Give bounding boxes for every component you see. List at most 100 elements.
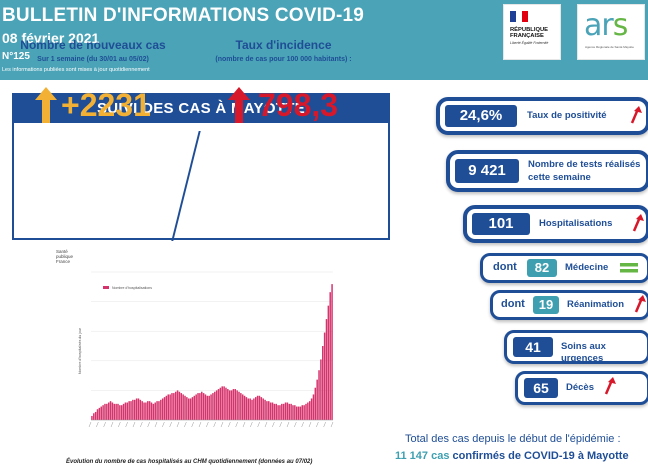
chart-bar	[232, 389, 235, 420]
chart-bar	[96, 409, 99, 420]
update-note: Les informations publiées sont mises à j…	[2, 67, 150, 73]
chart-bar	[193, 395, 196, 420]
reanimation-label: Réanimation	[567, 299, 625, 310]
sante-publique-france-logo: Santé publique France	[56, 249, 73, 264]
chart-bar	[187, 398, 190, 420]
chart-bar	[279, 405, 281, 420]
ars-word-a: ar	[584, 8, 614, 43]
x-tick	[118, 421, 121, 428]
chart-bar	[215, 390, 218, 420]
chart-svg: Nombre d'hospitalisations Nombre d'hospi…	[78, 271, 334, 428]
chart-bar	[91, 415, 93, 420]
arrow-up-icon	[630, 106, 642, 124]
chart-bar	[286, 402, 289, 420]
x-tick	[147, 421, 150, 428]
chart-bar	[169, 394, 171, 420]
chart-bar	[249, 398, 251, 420]
x-tick	[257, 421, 260, 428]
tests-label-1: Nombre de tests réalisés	[528, 159, 641, 170]
deces-card: 65 Décès	[515, 371, 648, 405]
chart-bar	[284, 402, 287, 420]
x-tick	[110, 421, 114, 428]
summary-divider	[171, 131, 201, 241]
bulletin-date: 08 février 2021	[2, 30, 100, 46]
chart-bar	[204, 394, 207, 420]
total-cases-line2: 11 147 cas confirmés de COVID-19 à Mayot…	[395, 450, 629, 462]
hospitalisations-label: Hospitalisations	[539, 218, 613, 229]
chart-bar	[275, 403, 277, 420]
chart-bar	[98, 407, 101, 420]
chart-bar	[282, 403, 285, 420]
chart-bar	[214, 391, 216, 420]
chart-bar	[161, 398, 164, 420]
chart-bar	[180, 393, 183, 420]
ars-logo: ars Agence Régionale de Santé Mayotte	[577, 4, 645, 60]
chart-bar	[135, 398, 138, 420]
x-tick	[206, 421, 209, 428]
chart-bar	[173, 393, 175, 420]
arrow-up-icon	[604, 377, 616, 395]
chart-bar	[256, 395, 259, 420]
chart-bar	[243, 395, 246, 420]
chart-bar	[219, 387, 222, 420]
chart-bar	[195, 394, 197, 420]
chart-bar	[301, 405, 304, 420]
chart-bar	[247, 398, 250, 420]
reanimation-value: 19	[533, 296, 559, 314]
chart-bar	[266, 401, 268, 420]
chart-bar	[139, 399, 142, 420]
chart-bar	[217, 389, 220, 420]
incidence-block: Taux d'incidence (nombre de cas pour 100…	[196, 38, 371, 63]
bulletin-title: BULLETIN D'INFORMATIONS COVID-19	[2, 5, 365, 26]
chart-caption: Évolution du nombre de cas hospitalisés …	[66, 459, 313, 465]
spf-logo-l1: Santé	[56, 249, 68, 254]
chart-bar	[327, 305, 330, 420]
incidence-label: Taux d'incidence	[235, 38, 332, 52]
chart-bar	[119, 405, 121, 420]
equal-icon	[620, 263, 638, 273]
hospitalisations-card: 101 Hospitalisations	[463, 205, 648, 243]
chart-bar	[238, 391, 240, 420]
bulletin-number: N°125	[2, 51, 30, 62]
chart-bar	[269, 402, 272, 420]
chart-bar	[102, 405, 104, 420]
chart-bar	[93, 413, 95, 420]
x-tick	[279, 421, 282, 428]
chart-bar	[271, 402, 274, 420]
chart-bar	[241, 394, 244, 420]
chart-bar	[163, 397, 166, 420]
chart-bar	[210, 394, 212, 420]
chart-bar	[234, 389, 237, 420]
x-tick	[140, 421, 143, 428]
ars-wordmark: ars	[584, 8, 628, 43]
republique-francaise-logo: RÉPUBLIQUE FRANÇAISE Liberté Égalité Fra…	[503, 4, 561, 60]
chart-x-ticks	[88, 419, 334, 428]
chart-bar	[294, 405, 296, 420]
x-tick	[330, 421, 334, 428]
chart-bar	[111, 402, 114, 420]
urgences-value: 41	[513, 337, 553, 357]
chart-bar	[305, 403, 307, 420]
chart-bar	[227, 389, 229, 420]
medecine-prefix: dont	[493, 261, 517, 273]
chart-bar	[255, 397, 257, 420]
incidence-sub: (nombre de cas pour 100 000 habitants) :	[215, 56, 352, 63]
x-tick	[301, 421, 304, 428]
chart-bar	[126, 402, 129, 420]
chart-bar	[290, 403, 292, 420]
chart-bar	[281, 403, 283, 420]
x-tick	[198, 421, 202, 428]
chart-bar	[134, 399, 136, 420]
chart-bar	[212, 393, 214, 420]
x-tick	[220, 421, 224, 428]
x-tick	[308, 421, 312, 428]
chart-bar	[141, 401, 143, 420]
chart-bar	[277, 405, 279, 420]
total-cases-line1: Total des cas depuis le début de l'épidé…	[405, 433, 621, 445]
chart-bar	[154, 402, 156, 420]
chart-bar	[147, 401, 149, 420]
summary-title: SUIVI DES CAS À MAYOTTE	[14, 95, 388, 123]
reanimation-prefix: dont	[501, 298, 525, 310]
new-cases-block: Nombre de nouveaux cas Sur 1 semaine (du…	[8, 38, 178, 63]
chart-bar	[94, 411, 97, 420]
